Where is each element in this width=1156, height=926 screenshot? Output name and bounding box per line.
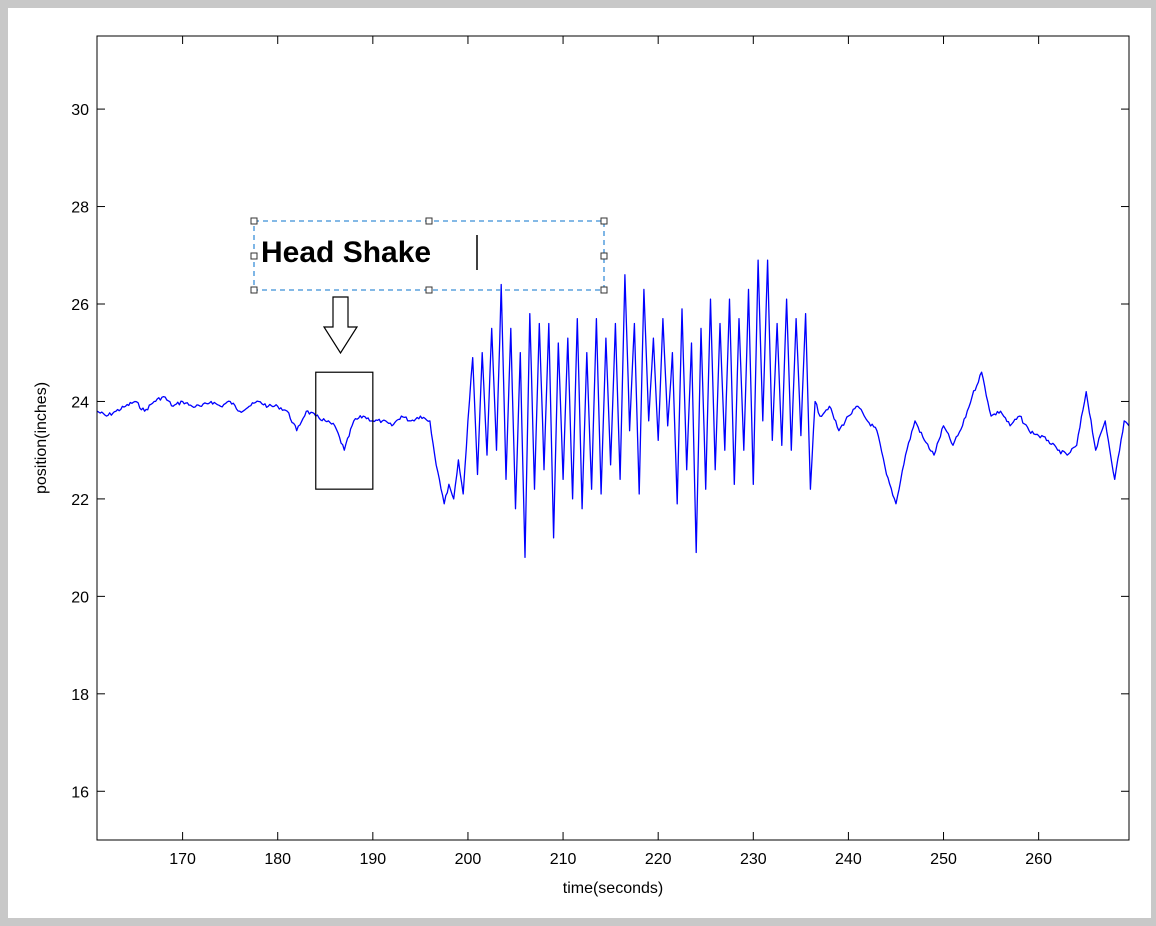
highlight-rectangle <box>315 371 374 490</box>
annotation-text[interactable]: Head Shake <box>261 236 431 269</box>
handle-bottom-middle[interactable] <box>425 286 433 294</box>
y-tick-label: 28 <box>71 200 89 217</box>
y-tick-labels: 16 18 20 22 24 26 28 30 <box>71 102 89 801</box>
handle-bottom-left[interactable] <box>250 286 258 294</box>
x-tick-label: 230 <box>740 851 767 868</box>
x-tick-label: 240 <box>835 851 862 868</box>
line-chart: 170 180 190 200 210 220 230 240 250 260 16 18 20 22 2… <box>33 35 1130 897</box>
y-tick-label: 18 <box>71 687 89 704</box>
series-line <box>96 259 1130 559</box>
x-tick-labels: 170 180 190 200 210 220 230 240 250 260 <box>169 851 1052 868</box>
y-axis-label: position(inches) <box>33 382 50 494</box>
x-tick-label: 200 <box>455 851 482 868</box>
handle-bottom-right[interactable] <box>600 286 608 294</box>
y-tick-label: 20 <box>71 589 89 606</box>
y-tick-label: 24 <box>71 394 89 411</box>
y-tick-label: 30 <box>71 102 89 119</box>
x-tick-label: 250 <box>930 851 957 868</box>
x-axis-label: time(seconds) <box>563 880 663 897</box>
y-tick-label: 16 <box>71 784 89 801</box>
x-tick-label: 260 <box>1025 851 1052 868</box>
handle-middle-left[interactable] <box>250 252 258 260</box>
y-tick-label: 26 <box>71 297 89 314</box>
y-tick-label: 22 <box>71 492 89 509</box>
data-layer <box>96 259 1130 559</box>
down-arrow-icon <box>322 296 359 355</box>
handle-top-middle[interactable] <box>425 217 433 225</box>
x-tick-label: 190 <box>359 851 386 868</box>
x-tick-label: 170 <box>169 851 196 868</box>
x-tick-label: 220 <box>645 851 672 868</box>
tick-marks <box>97 36 1129 840</box>
x-tick-label: 180 <box>264 851 291 868</box>
handle-top-left[interactable] <box>250 217 258 225</box>
handle-middle-right[interactable] <box>600 252 608 260</box>
handle-top-right[interactable] <box>600 217 608 225</box>
x-tick-label: 210 <box>550 851 577 868</box>
plot-area-frame <box>96 35 1130 841</box>
head-shake-annotation[interactable]: Head Shake <box>250 217 608 294</box>
selection-handles[interactable] <box>250 217 608 294</box>
figure-canvas: 170 180 190 200 210 220 230 240 250 260 16 18 20 22 2… <box>8 8 1151 918</box>
